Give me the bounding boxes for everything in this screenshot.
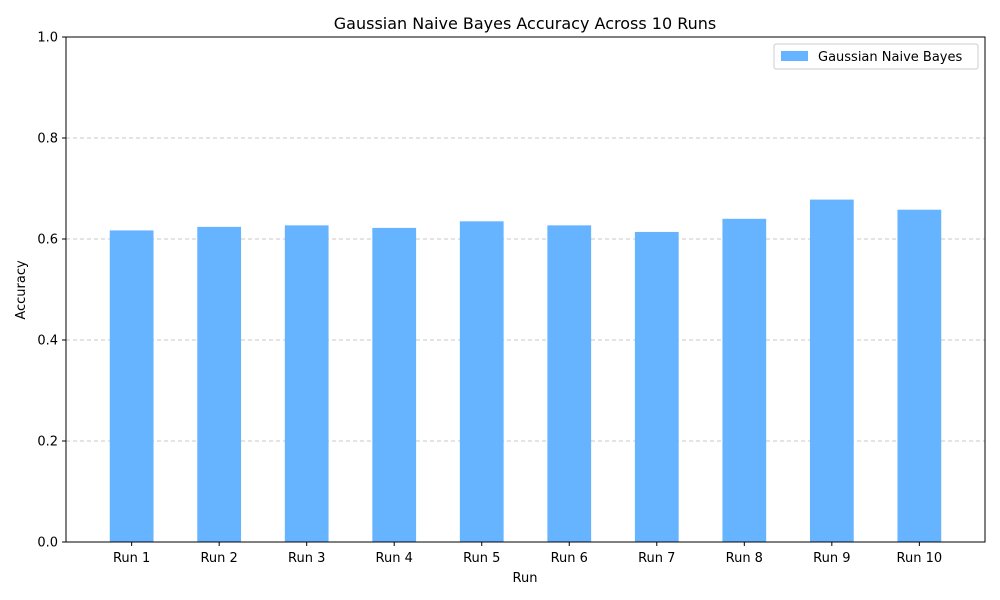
bar-7 (634, 231, 679, 542)
bar-5 (459, 221, 504, 542)
legend-box (773, 43, 979, 70)
y-tick-label: 1.0 (37, 31, 58, 46)
y-axis-ticks: 0.0 0.2 0.4 0.6 0.8 1.0 (37, 31, 66, 551)
x-tick-label: Run 9 (813, 551, 850, 566)
y-tick-label: 0.4 (37, 334, 58, 349)
x-tick-label: Run 2 (200, 551, 237, 566)
x-tick-label: Run 5 (463, 551, 500, 566)
x-tick-label: Run 6 (551, 551, 588, 566)
y-tick-label: 0.6 (37, 233, 58, 248)
x-tick-label: Run 4 (376, 551, 413, 566)
bar-2 (197, 226, 242, 542)
y-tick-label: 0.0 (37, 536, 58, 551)
x-tick-label: Run 10 (897, 551, 943, 566)
bar-1 (109, 230, 154, 543)
x-axis-label: Run (513, 571, 538, 586)
y-axis-label: Accuracy (14, 260, 29, 320)
x-tick-label: Run 7 (638, 551, 675, 566)
bar-4 (372, 227, 417, 542)
x-tick-label: Run 3 (288, 551, 325, 566)
y-tick-label: 0.8 (37, 132, 58, 147)
x-tick-label: Run 1 (113, 551, 150, 566)
x-tick-label: Run 8 (726, 551, 763, 566)
legend-swatch (781, 51, 808, 61)
bar-3 (284, 225, 329, 543)
legend-label: Gaussian Naive Bayes (818, 50, 962, 65)
bar-8 (722, 218, 767, 543)
bar-9 (809, 199, 854, 543)
bar-6 (547, 225, 592, 543)
y-tick-label: 0.2 (37, 435, 58, 450)
bars (109, 199, 942, 543)
chart-title: Gaussian Naive Bayes Accuracy Across 10 … (334, 14, 716, 33)
x-axis-ticks: Run 1 Run 2 Run 3 Run 4 Run 5 Run 6 Run 7 Run 8… (113, 542, 942, 566)
bar-10 (897, 209, 942, 542)
plot-area-frame (65, 36, 986, 543)
legend: Gaussian Naive Bayes (773, 43, 979, 70)
